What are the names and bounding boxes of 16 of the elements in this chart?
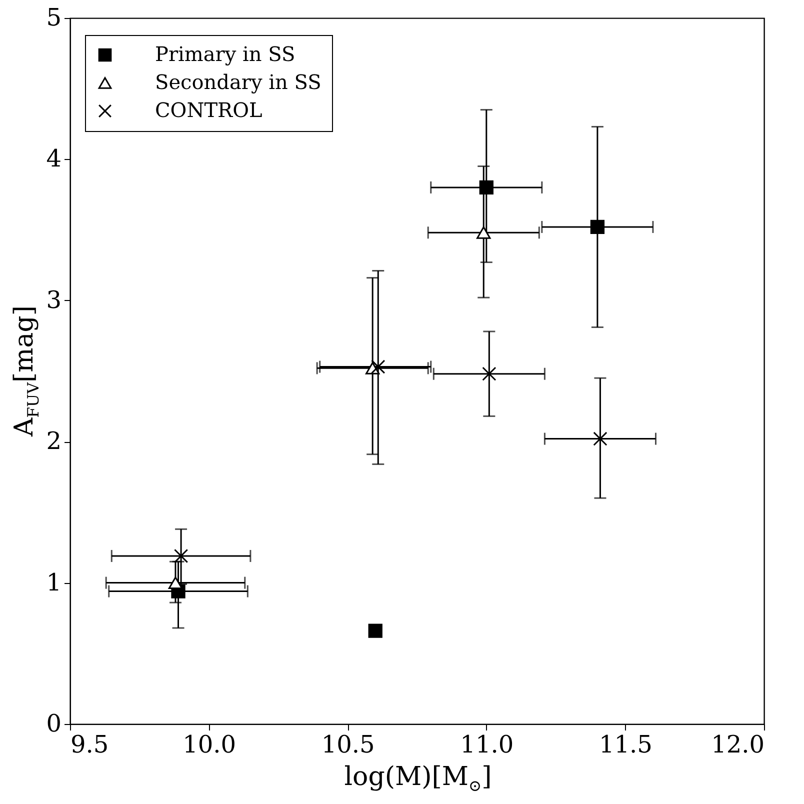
y-tick-label: 3 bbox=[46, 286, 62, 314]
y-tick-label: 5 bbox=[46, 4, 62, 32]
x-tick-label: 12.0 bbox=[711, 730, 764, 758]
x-tick-label: 10.0 bbox=[182, 730, 236, 758]
y-tick-label: 2 bbox=[46, 427, 62, 456]
x-tick-label: 11.5 bbox=[598, 730, 652, 758]
x-tick-label: 11.0 bbox=[460, 730, 514, 758]
x-tick-label: 10.5 bbox=[321, 730, 375, 758]
y-tick-label: 4 bbox=[46, 144, 62, 173]
legend-label: Secondary in SS bbox=[155, 70, 322, 94]
legend-label: CONTROL bbox=[155, 98, 262, 122]
y-tick-label: 1 bbox=[46, 568, 62, 596]
x-axis-title: log(M)[M$_{⊙}$] bbox=[344, 762, 492, 796]
legend-label: Primary in SS bbox=[155, 42, 296, 66]
x-tick-label: 9.5 bbox=[70, 730, 109, 758]
y-tick-label: 0 bbox=[46, 710, 62, 738]
